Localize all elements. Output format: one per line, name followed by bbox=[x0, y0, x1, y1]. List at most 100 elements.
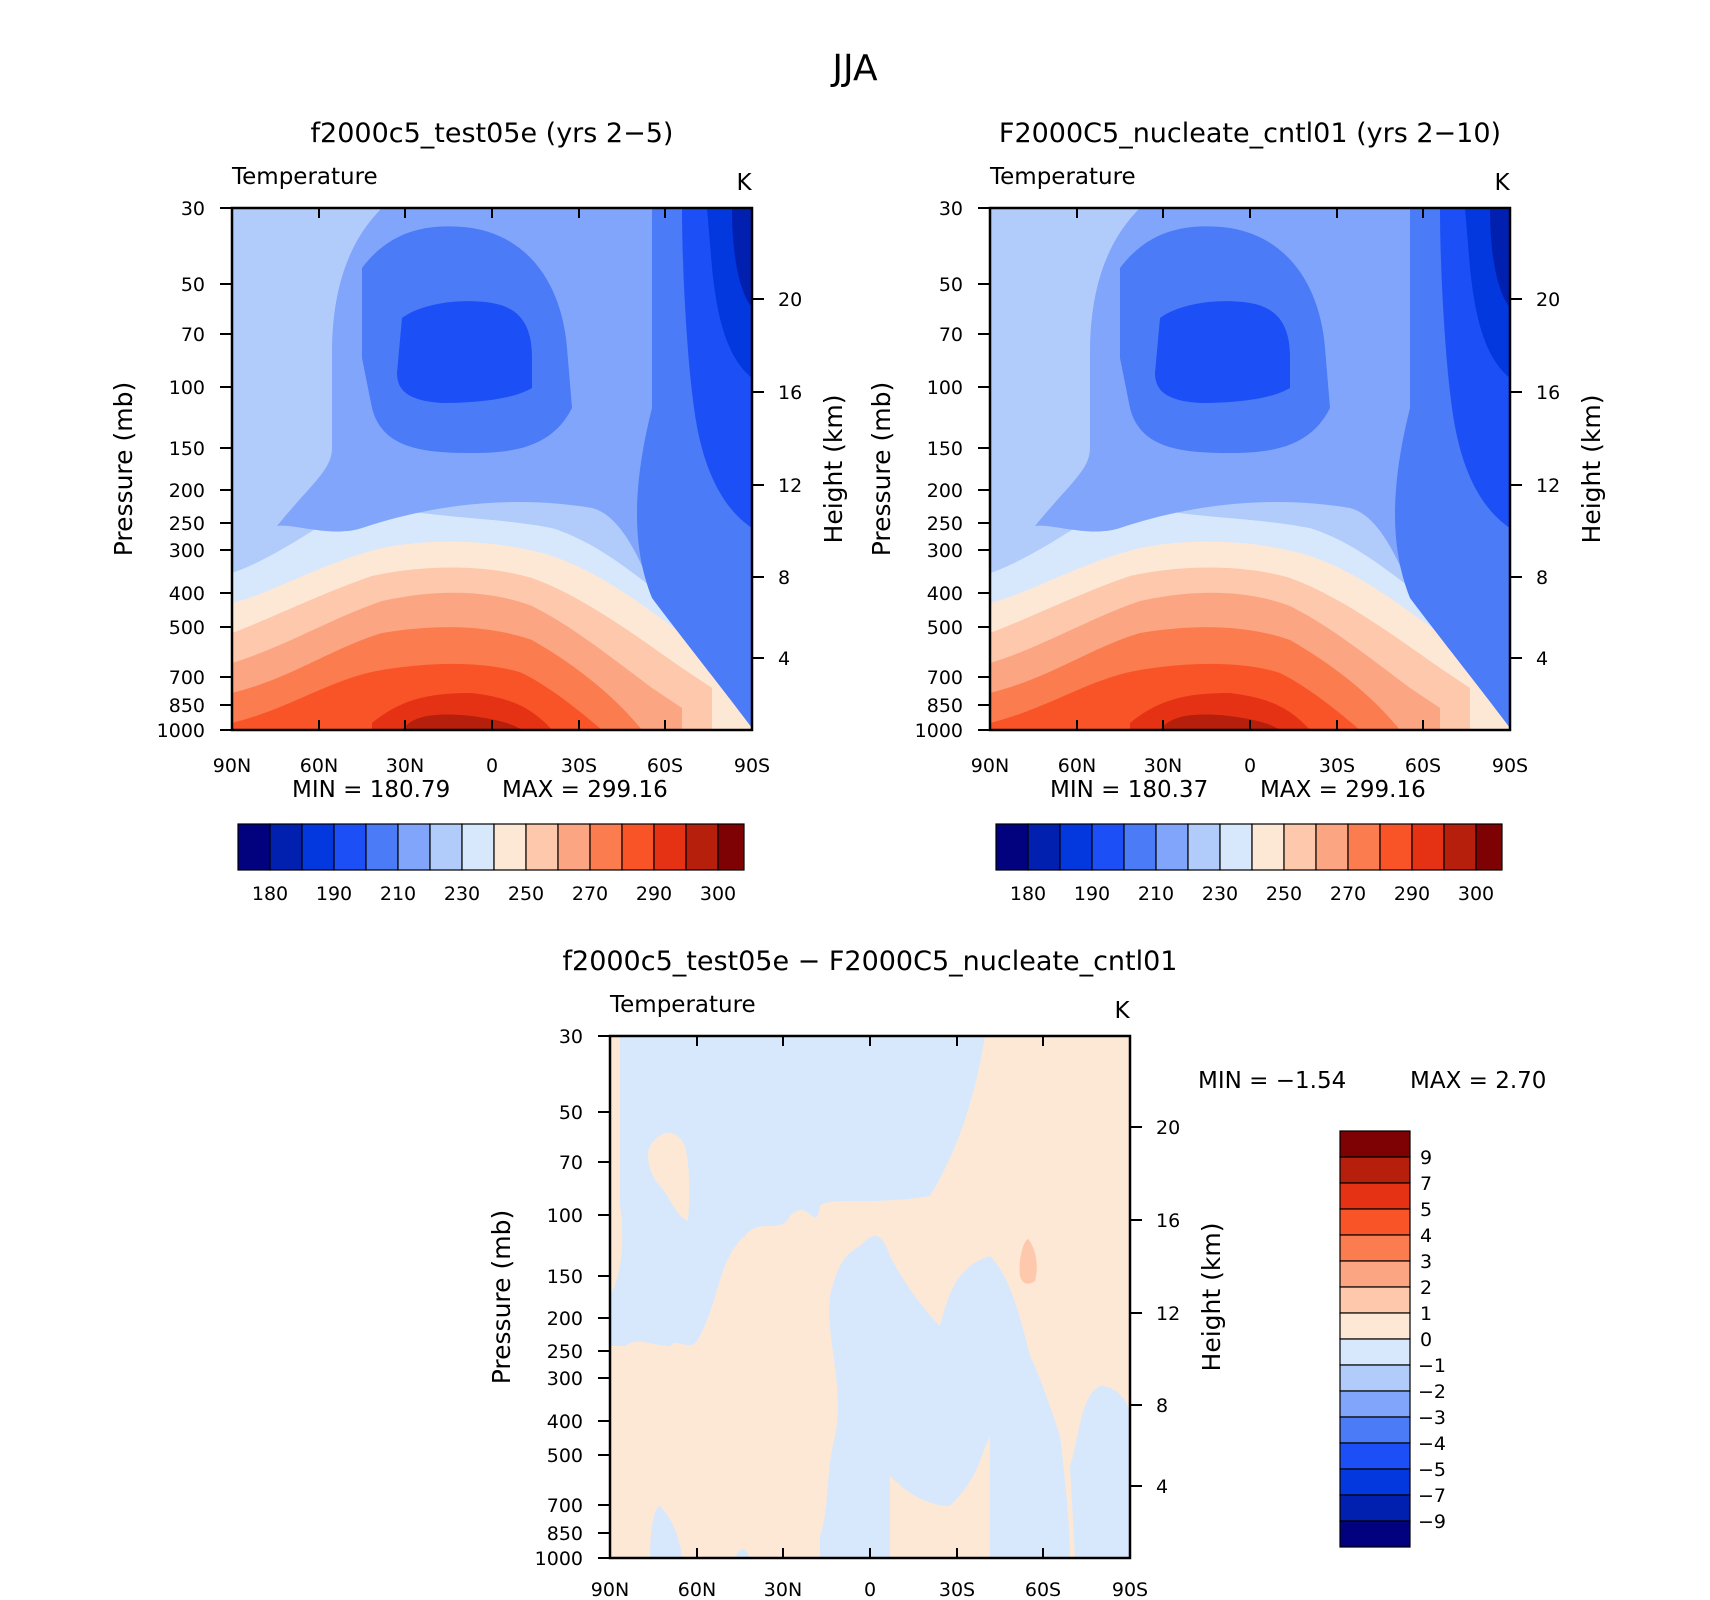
x-tick-label: 90S bbox=[734, 755, 770, 777]
diff-panel-title: f2000c5_test05e − F2000C5_nucleate_cntl0… bbox=[563, 946, 1178, 977]
colorbar-label: −4 bbox=[1418, 1433, 1446, 1455]
x-tick-label: 30S bbox=[561, 755, 597, 777]
x-tick-label: 60N bbox=[300, 755, 338, 777]
y2-tick-label: 8 bbox=[778, 567, 790, 589]
colorbar-swatch bbox=[429, 823, 463, 871]
colorbar-swatch bbox=[1475, 823, 1503, 871]
max-label: MAX = 2.70 bbox=[1410, 1068, 1546, 1094]
x-tick-label: 30S bbox=[939, 1579, 975, 1600]
colorbar-label: 210 bbox=[1138, 883, 1174, 905]
x-axis: 90N 60N 30N 0 30S 60S 90S bbox=[971, 208, 1528, 777]
y-tick-label: 400 bbox=[547, 1411, 583, 1433]
y-tick-label: 850 bbox=[169, 695, 205, 717]
x-tick-label: 60S bbox=[1025, 1579, 1061, 1600]
y-tick-label: 400 bbox=[927, 583, 963, 605]
colorbar-label: −2 bbox=[1418, 1381, 1446, 1403]
colorbar-swatch bbox=[1347, 823, 1381, 871]
y-axis-height: 4 8 12 16 20 bbox=[1510, 289, 1560, 670]
x-tick-label: 30N bbox=[386, 755, 424, 777]
y-tick-label: 300 bbox=[169, 540, 205, 562]
y-tick-label: 100 bbox=[927, 377, 963, 399]
x-tick-label: 90N bbox=[591, 1579, 629, 1600]
y-tick-label: 300 bbox=[927, 540, 963, 562]
panel-title: f2000c5_test05e (yrs 2−5) bbox=[311, 118, 674, 149]
colorbar-swatch bbox=[237, 823, 271, 871]
colorbar-label: 300 bbox=[700, 883, 736, 905]
colorbar-swatch bbox=[1283, 823, 1317, 871]
colorbar-swatch bbox=[397, 823, 431, 871]
colorbar-label: −7 bbox=[1418, 1485, 1446, 1507]
y2-tick-label: 20 bbox=[1536, 289, 1560, 311]
corner-variable-label: Temperature bbox=[609, 992, 756, 1018]
x-axis: 90N 60N 30N 0 30S 60S 90S bbox=[213, 208, 770, 777]
y-axis-pressure: 30 50 70 100 150 200 250 300 400 500 700… bbox=[157, 198, 232, 742]
y2-tick-label: 20 bbox=[778, 289, 802, 311]
y-tick-label: 30 bbox=[559, 1026, 583, 1048]
y2-tick-label: 16 bbox=[778, 382, 802, 404]
figure-title: JJA bbox=[830, 48, 878, 89]
x-tick-label: 60S bbox=[647, 755, 683, 777]
colorbar-swatch bbox=[1379, 823, 1413, 871]
y-tick-label: 700 bbox=[927, 667, 963, 689]
y-tick-label: 50 bbox=[939, 274, 963, 296]
y-tick-label: 150 bbox=[547, 1266, 583, 1288]
y-tick-label: 1000 bbox=[157, 720, 205, 742]
colorbar: 9 7 5 4 3 2 1 0 −1 −2 −3 −4 −5 −7 −9 bbox=[1339, 1130, 1446, 1548]
colorbar-swatch bbox=[461, 823, 495, 871]
y-axis-title: Pressure (mb) bbox=[487, 1210, 516, 1384]
colorbar-swatch bbox=[1027, 823, 1061, 871]
colorbar-swatch bbox=[1339, 1520, 1411, 1548]
colorbar-label: −3 bbox=[1418, 1407, 1446, 1429]
y-tick-label: 250 bbox=[169, 513, 205, 535]
colorbar-swatch bbox=[1411, 823, 1445, 871]
y-tick-label: 200 bbox=[547, 1308, 583, 1330]
colorbar-swatch bbox=[493, 823, 527, 871]
contour-field bbox=[990, 208, 1510, 730]
y-tick-label: 250 bbox=[547, 1341, 583, 1363]
colorbar-swatch bbox=[1251, 823, 1285, 871]
colorbar-swatch bbox=[1339, 1494, 1411, 1522]
min-label: MIN = 180.79 bbox=[292, 777, 450, 803]
colorbar-swatch bbox=[1219, 823, 1253, 871]
x-tick-label: 90S bbox=[1492, 755, 1528, 777]
y-axis-title: Pressure (mb) bbox=[109, 382, 138, 556]
colorbar-swatch bbox=[525, 823, 559, 871]
colorbar-swatch bbox=[301, 823, 335, 871]
colorbar-swatch bbox=[1315, 823, 1349, 871]
max-label: MAX = 299.16 bbox=[1260, 777, 1426, 803]
y2-tick-label: 20 bbox=[1156, 1117, 1180, 1139]
y-tick-label: 500 bbox=[547, 1445, 583, 1467]
x-tick-label: 30N bbox=[764, 1579, 802, 1600]
colorbar-swatch bbox=[365, 823, 399, 871]
x-tick-label: 60N bbox=[678, 1579, 716, 1600]
colorbar-label: 290 bbox=[1394, 883, 1430, 905]
colorbar-swatch bbox=[1339, 1130, 1411, 1158]
y-tick-label: 100 bbox=[547, 1205, 583, 1227]
colorbar-label: 2 bbox=[1420, 1277, 1432, 1299]
colorbar-swatch bbox=[1339, 1390, 1411, 1418]
max-label: MAX = 299.16 bbox=[502, 777, 668, 803]
colorbar-label: 4 bbox=[1420, 1225, 1432, 1247]
colorbar-label: 300 bbox=[1458, 883, 1494, 905]
y2-tick-label: 16 bbox=[1156, 1210, 1180, 1232]
x-tick-label: 60S bbox=[1405, 755, 1441, 777]
y-tick-label: 200 bbox=[927, 480, 963, 502]
colorbar-swatch bbox=[685, 823, 719, 871]
units-label: K bbox=[736, 170, 752, 196]
min-label: MIN = 180.37 bbox=[1050, 777, 1208, 803]
y2-tick-label: 12 bbox=[1156, 1303, 1180, 1325]
y2-axis-title: Height (km) bbox=[1577, 395, 1606, 544]
colorbar-label: 7 bbox=[1420, 1173, 1432, 1195]
colorbar-swatch bbox=[1339, 1338, 1411, 1366]
y-axis-height: 4 8 12 16 20 bbox=[752, 289, 802, 670]
y-axis-pressure: 30 50 70 100 150 200 250 300 400 500 700… bbox=[535, 1026, 610, 1570]
y-tick-label: 30 bbox=[181, 198, 205, 220]
panel-title: F2000C5_nucleate_cntl01 (yrs 2−10) bbox=[999, 118, 1501, 149]
colorbar-label: 0 bbox=[1420, 1329, 1432, 1351]
panel-difference: f2000c5_test05e − F2000C5_nucleate_cntl0… bbox=[487, 946, 1546, 1600]
contour-field bbox=[232, 208, 752, 730]
x-tick-label: 30S bbox=[1319, 755, 1355, 777]
y2-tick-label: 4 bbox=[778, 648, 790, 670]
y-tick-label: 500 bbox=[927, 617, 963, 639]
colorbar-label: 250 bbox=[508, 883, 544, 905]
